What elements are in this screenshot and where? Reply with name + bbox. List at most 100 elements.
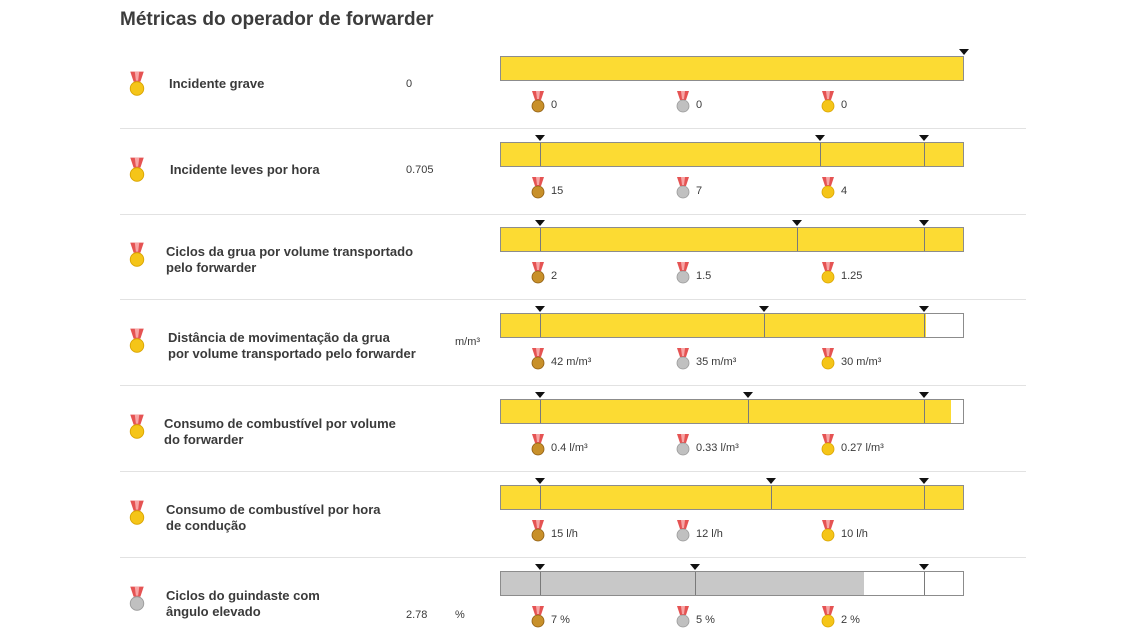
silver-medal-icon bbox=[675, 434, 691, 456]
metric-label: Distância de movimentação da grua por vol… bbox=[168, 330, 416, 361]
threshold-tick bbox=[924, 572, 925, 595]
silver-medal-icon bbox=[675, 348, 691, 370]
gold-medal-icon bbox=[128, 71, 146, 97]
progress-bar bbox=[500, 227, 964, 252]
metric-row: Ciclos do guindaste com ângulo elevado 2.… bbox=[0, 558, 1140, 641]
threshold-marker-icon bbox=[743, 392, 753, 398]
progress-bar bbox=[500, 313, 964, 338]
progress-fill bbox=[501, 400, 952, 423]
metric-label: Ciclos do guindaste com ângulo elevado bbox=[166, 588, 320, 619]
progress-fill bbox=[501, 57, 963, 80]
threshold-tick bbox=[924, 143, 925, 166]
threshold-marker-icon bbox=[535, 478, 545, 484]
progress-fill bbox=[501, 572, 864, 595]
silver-medal-icon bbox=[128, 586, 146, 612]
threshold-tick bbox=[695, 572, 696, 595]
progress-bar bbox=[500, 56, 964, 81]
gold-medal-icon bbox=[128, 157, 146, 183]
row-divider bbox=[120, 471, 1026, 472]
gold-medal-icon bbox=[820, 91, 836, 113]
gold-medal-icon bbox=[820, 434, 836, 456]
threshold-marker-icon bbox=[919, 135, 929, 141]
metric-label: Consumo de combustível por volume do forw… bbox=[164, 416, 396, 447]
metric-unit: m/m³ bbox=[455, 336, 481, 348]
row-divider bbox=[120, 128, 1026, 129]
metric-label: Incidente leves por hora bbox=[170, 162, 320, 177]
metric-row: Ciclos da grua por volume transportado pe… bbox=[0, 214, 1140, 300]
threshold-marker-icon bbox=[919, 478, 929, 484]
threshold-marker-icon bbox=[919, 220, 929, 226]
threshold-tick bbox=[820, 143, 821, 166]
threshold-tick bbox=[540, 143, 541, 166]
metric-row: Consumo de combustível por volume do forw… bbox=[0, 386, 1140, 472]
silver-medal-icon bbox=[675, 262, 691, 284]
threshold-marker-icon bbox=[535, 392, 545, 398]
gold-medal-icon bbox=[820, 348, 836, 370]
threshold-tick bbox=[924, 400, 925, 423]
progress-fill bbox=[501, 314, 927, 337]
threshold-tick bbox=[540, 400, 541, 423]
silver-medal-icon bbox=[675, 520, 691, 542]
progress-fill bbox=[501, 486, 963, 509]
gold-medal-icon bbox=[128, 328, 146, 354]
metric-label: Consumo de combustível por hora de conduç… bbox=[166, 502, 381, 533]
threshold-marker-icon bbox=[792, 220, 802, 226]
threshold-marker-icon bbox=[535, 135, 545, 141]
threshold-tick bbox=[540, 486, 541, 509]
threshold-tick bbox=[540, 314, 541, 337]
progress-fill bbox=[501, 228, 963, 251]
gold-medal-icon bbox=[128, 414, 146, 440]
metric-value: 0.705 bbox=[406, 164, 434, 176]
threshold-marker-icon bbox=[759, 306, 769, 312]
bronze-medal-icon bbox=[530, 434, 546, 456]
bronze-medal-icon bbox=[530, 91, 546, 113]
threshold-marker-icon bbox=[959, 49, 969, 55]
gold-medal-icon bbox=[128, 242, 146, 268]
progress-bar bbox=[500, 571, 964, 596]
silver-medal-icon bbox=[675, 91, 691, 113]
row-divider bbox=[120, 214, 1026, 215]
silver-medal-icon bbox=[675, 606, 691, 628]
progress-fill bbox=[501, 143, 963, 166]
page-title: Métricas do operador de forwarder bbox=[120, 9, 434, 30]
threshold-marker-icon bbox=[535, 220, 545, 226]
metric-unit: % bbox=[455, 609, 465, 621]
metric-value: 0 bbox=[406, 78, 413, 90]
metric-row: Consumo de combustível por hora de conduç… bbox=[0, 472, 1140, 558]
threshold-marker-icon bbox=[919, 392, 929, 398]
metric-row: Distância de movimentação da grua por vol… bbox=[0, 300, 1140, 386]
row-divider bbox=[120, 557, 1026, 558]
threshold-tick bbox=[764, 314, 765, 337]
bronze-medal-icon bbox=[530, 520, 546, 542]
metric-label: Ciclos da grua por volume transportado pe… bbox=[166, 244, 414, 275]
silver-medal-icon bbox=[675, 177, 691, 199]
bronze-medal-icon bbox=[530, 262, 546, 284]
progress-bar bbox=[500, 485, 964, 510]
gold-medal-icon bbox=[820, 520, 836, 542]
threshold-marker-icon bbox=[535, 306, 545, 312]
threshold-tick bbox=[540, 228, 541, 251]
gold-medal-icon bbox=[820, 177, 836, 199]
metric-row: Incidente grave 0 0 0 0 bbox=[0, 43, 1140, 129]
bronze-medal-icon bbox=[530, 606, 546, 628]
threshold-tick bbox=[924, 314, 925, 337]
threshold-tick bbox=[924, 228, 925, 251]
threshold-marker-icon bbox=[690, 564, 700, 570]
threshold-marker-icon bbox=[766, 478, 776, 484]
threshold-marker-icon bbox=[815, 135, 825, 141]
metric-value: 2.78 bbox=[406, 609, 428, 621]
row-divider bbox=[120, 385, 1026, 386]
progress-bar bbox=[500, 399, 964, 424]
threshold-tick bbox=[540, 572, 541, 595]
threshold-tick bbox=[771, 486, 772, 509]
metric-row: Incidente leves por hora 0.705 15 7 4 bbox=[0, 129, 1140, 215]
threshold-marker-icon bbox=[919, 306, 929, 312]
row-divider bbox=[120, 299, 1026, 300]
threshold-marker-icon bbox=[919, 564, 929, 570]
gold-medal-icon bbox=[820, 262, 836, 284]
threshold-tick bbox=[924, 486, 925, 509]
threshold-marker-icon bbox=[535, 564, 545, 570]
bronze-medal-icon bbox=[530, 348, 546, 370]
threshold-tick bbox=[797, 228, 798, 251]
progress-bar bbox=[500, 142, 964, 167]
